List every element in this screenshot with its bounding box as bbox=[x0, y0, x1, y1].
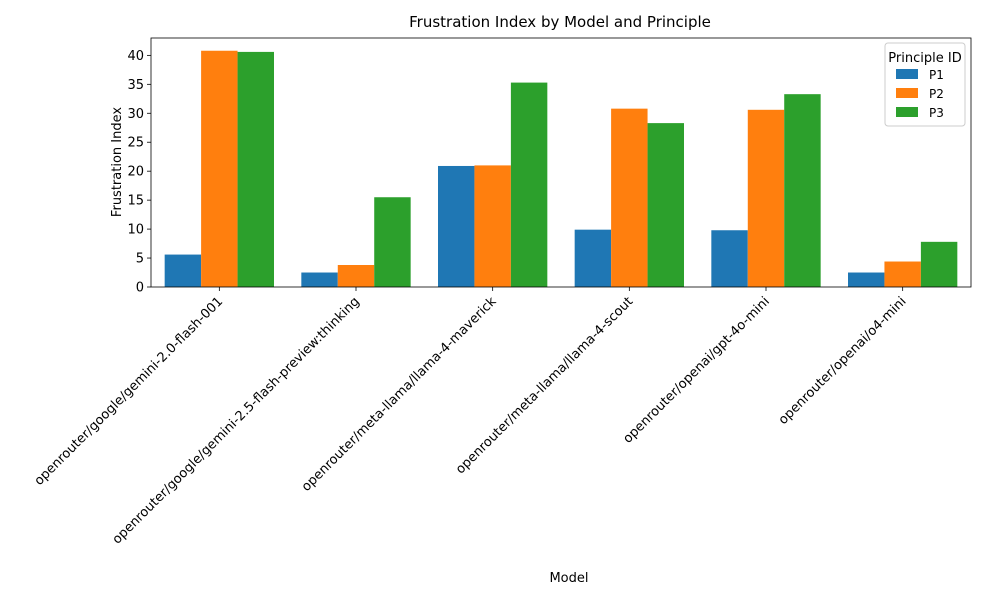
y-axis-label: Frustration Index bbox=[110, 107, 125, 217]
legend: Principle ID P1 P2 P3 bbox=[884, 42, 966, 127]
y-tick-label: 30 bbox=[127, 107, 144, 122]
x-axis: openrouter/google/gemini-2.0-flash-001op… bbox=[32, 287, 910, 547]
bar-p1-3 bbox=[574, 229, 612, 287]
legend-title: Principle ID bbox=[888, 51, 961, 66]
bar-p2-3 bbox=[611, 108, 648, 288]
y-tick-label: 35 bbox=[127, 78, 144, 93]
bar-p3-3 bbox=[647, 123, 684, 288]
y-tick-label: 15 bbox=[127, 194, 144, 209]
x-axis-label: Model bbox=[549, 571, 588, 586]
bar-p2-2 bbox=[474, 165, 511, 287]
bar-p3-4 bbox=[784, 94, 821, 287]
legend-swatch-p1 bbox=[896, 69, 918, 79]
y-tick-label: 25 bbox=[127, 136, 144, 151]
legend-swatch-p2 bbox=[896, 88, 918, 98]
y-tick-label: 10 bbox=[127, 223, 144, 238]
legend-swatch-p3 bbox=[896, 107, 918, 117]
legend-frame bbox=[884, 42, 966, 127]
bar-p1-4 bbox=[711, 230, 748, 287]
bar-p2-1 bbox=[337, 265, 375, 287]
bars-group bbox=[164, 50, 958, 288]
x-tick-label: openrouter/openai/o4-mini bbox=[776, 294, 910, 428]
bar-p3-5 bbox=[920, 241, 958, 287]
bar-p2-4 bbox=[747, 109, 785, 287]
bar-p3-0 bbox=[237, 51, 274, 288]
plot-frame bbox=[150, 37, 972, 288]
legend-label-p3: P3 bbox=[929, 106, 944, 120]
bar-p1-5 bbox=[848, 272, 885, 287]
y-tick-label: 20 bbox=[127, 165, 144, 180]
y-axis: 0 5 10 15 20 25 30 35 40 bbox=[127, 49, 151, 296]
x-tick-label: openrouter/google/gemini-2.5-flash-previ… bbox=[110, 294, 363, 547]
legend-label-p2: P2 bbox=[929, 87, 944, 101]
bar-p2-0 bbox=[201, 50, 238, 287]
bar-p3-1 bbox=[374, 197, 411, 287]
bar-p1-2 bbox=[438, 165, 475, 287]
bar-p3-2 bbox=[510, 82, 548, 287]
bar-p1-0 bbox=[164, 254, 202, 287]
bar-p1-1 bbox=[301, 272, 338, 287]
chart-title: Frustration Index by Model and Principle bbox=[409, 13, 711, 31]
x-tick-label: openrouter/openai/gpt-4o-mini bbox=[620, 294, 772, 446]
bar-p2-5 bbox=[884, 261, 921, 287]
y-tick-label: 40 bbox=[127, 49, 144, 64]
y-tick-label: 0 bbox=[136, 281, 144, 296]
legend-label-p1: P1 bbox=[929, 68, 944, 82]
y-tick-label: 5 bbox=[136, 252, 144, 267]
